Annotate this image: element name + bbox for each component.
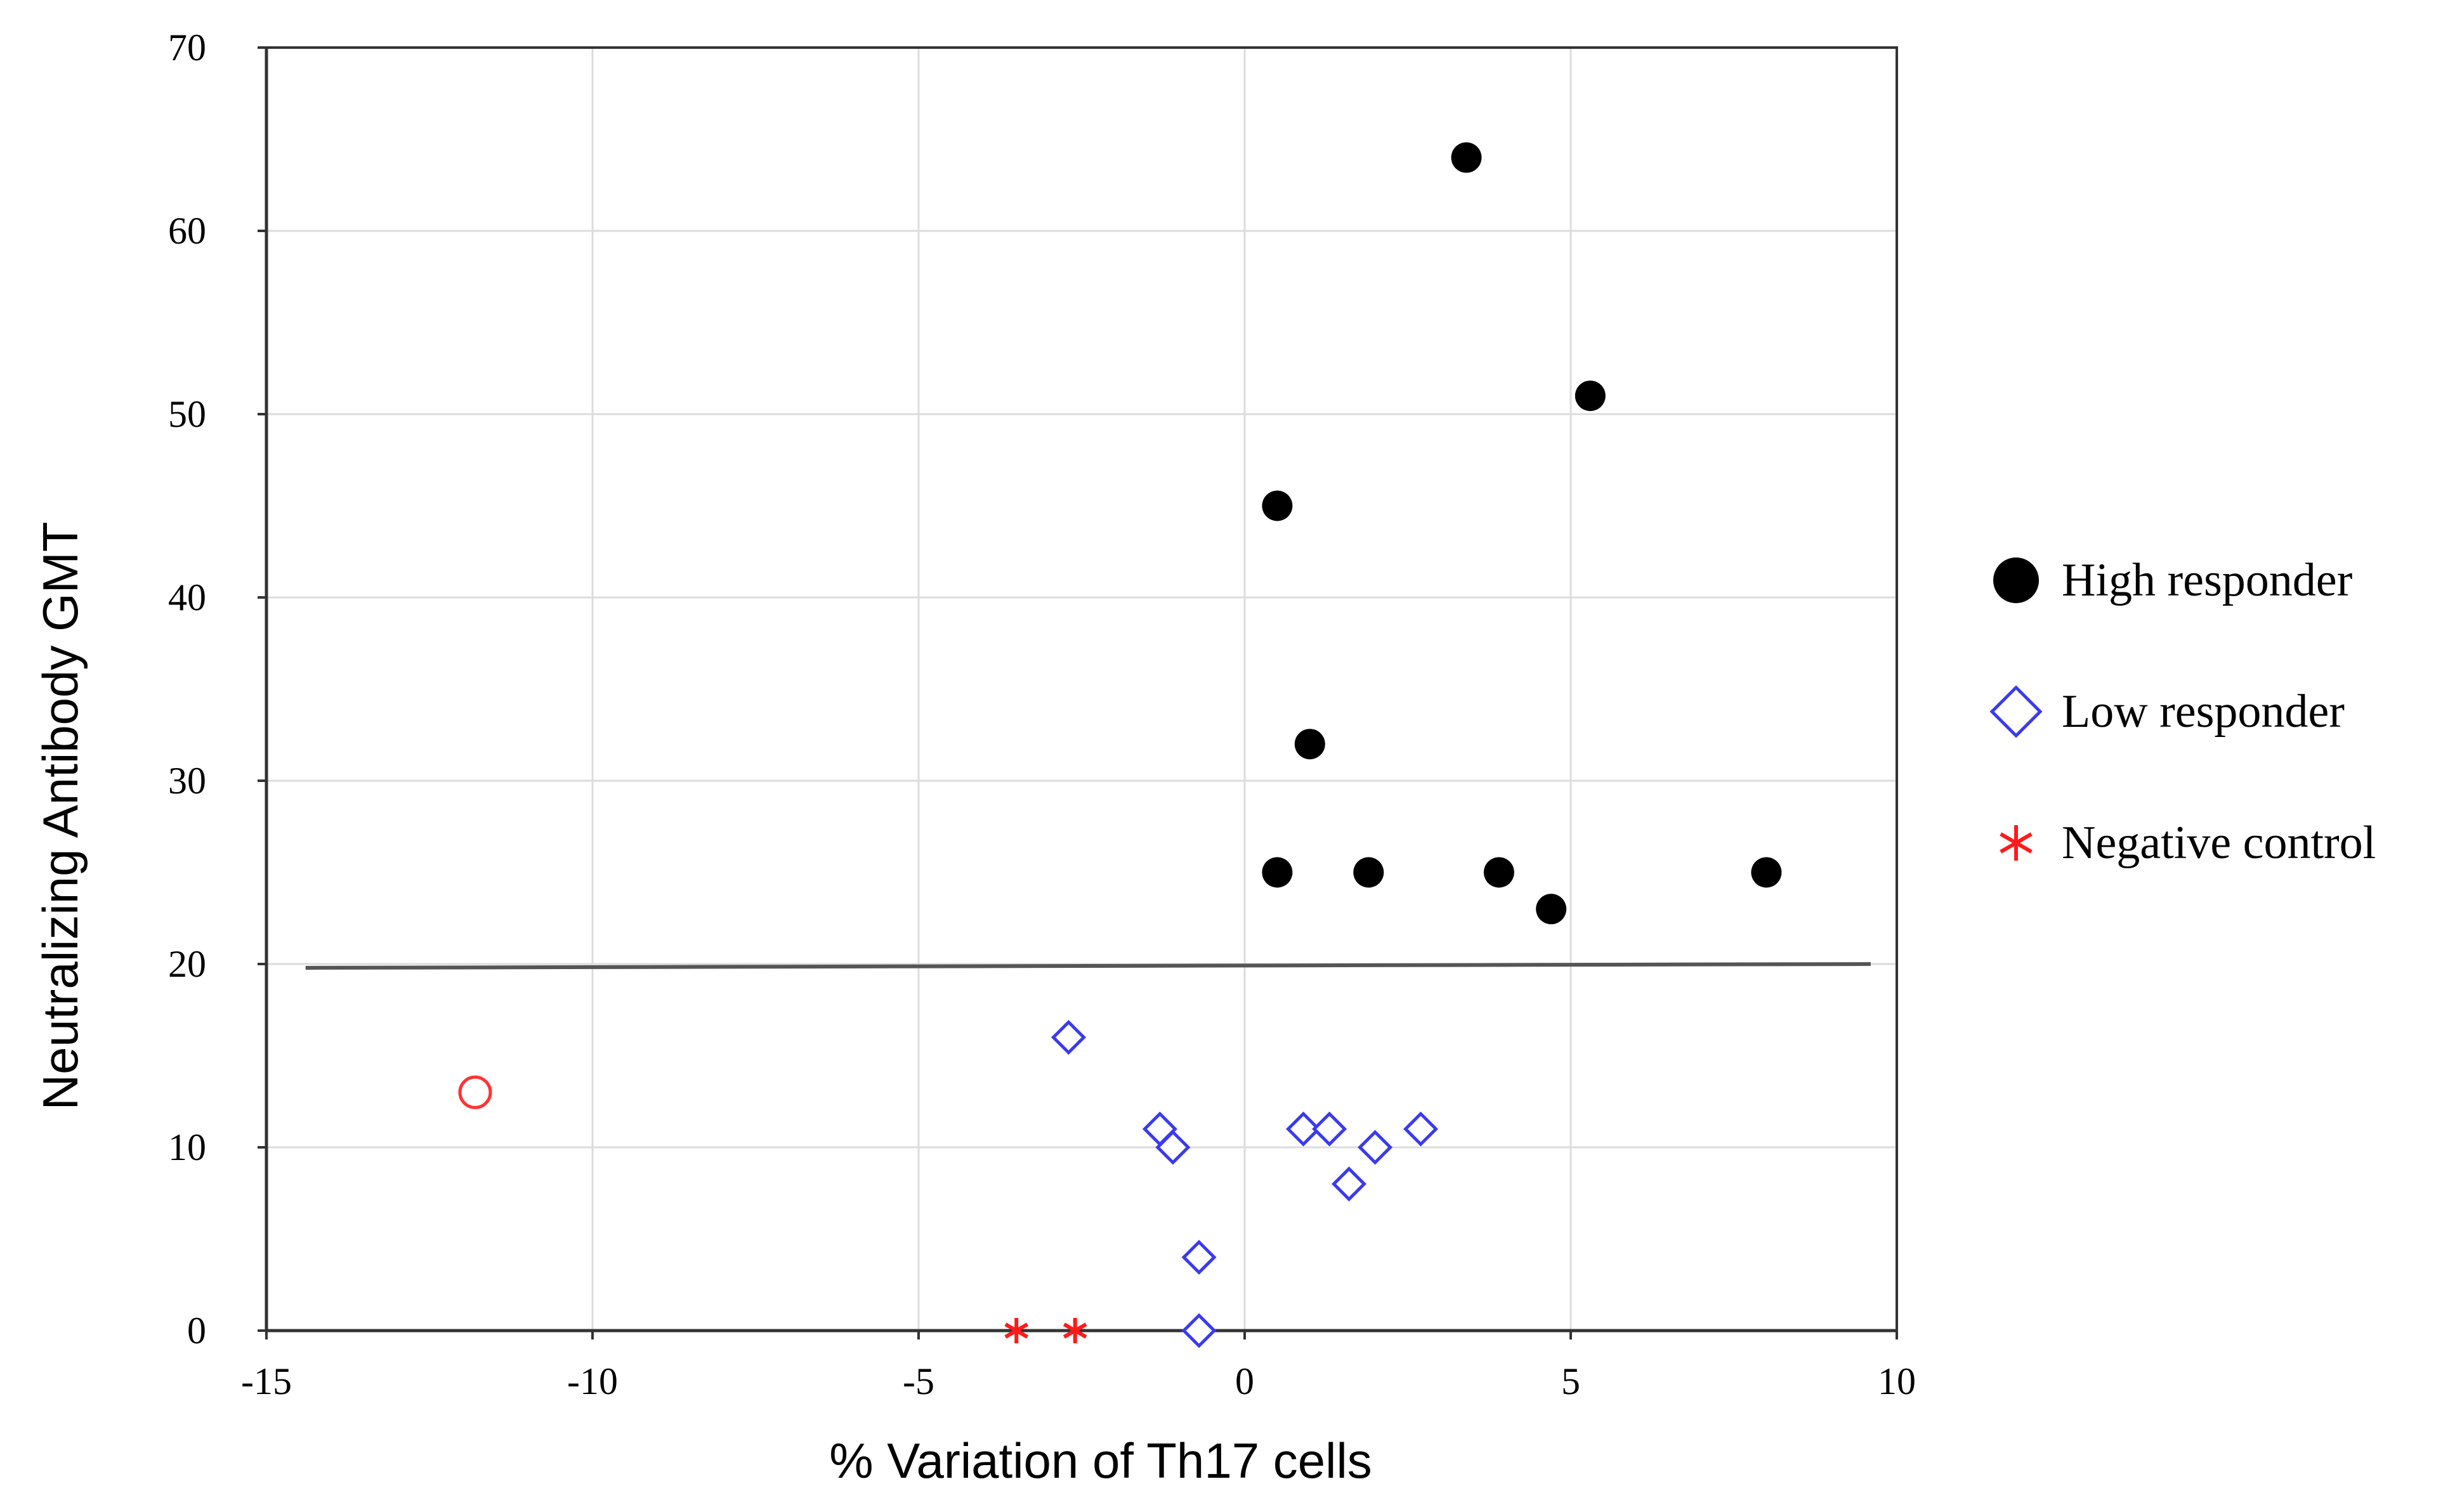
legend-marker-low-responder: [1989, 685, 2043, 738]
legend: High responder Low responder Negative cont…: [1989, 554, 2376, 869]
low-responder-point: [1285, 1111, 1321, 1147]
y-tick-label: 60: [168, 210, 206, 252]
legend-label: Negative control: [2062, 817, 2376, 869]
low-responder-point: [1312, 1111, 1347, 1147]
x-tick-labels: -15 -10 -5 0 5 10: [241, 1360, 1916, 1402]
high-responder-point: [1483, 857, 1514, 888]
x-tick-label: 5: [1561, 1360, 1580, 1402]
x-tick-label: -10: [567, 1360, 618, 1402]
y-tick-label: 40: [168, 577, 206, 618]
outlier-point: [458, 1075, 492, 1109]
legend-marker-high-responder: [1993, 557, 2039, 603]
y-tick-label: 20: [168, 943, 206, 985]
low-responder-point: [1051, 1020, 1086, 1055]
y-axis-title: Neutralizing Antibody GMT: [32, 522, 88, 1111]
high-responder-point: [1353, 857, 1384, 888]
threshold-line: [305, 962, 1871, 970]
high-responder-point: [1536, 894, 1567, 925]
x-axis-title: % Variation of Th17 cells: [829, 1433, 1372, 1489]
axes: [258, 46, 1898, 1339]
grid: [266, 48, 1897, 1331]
legend-marker-negative-control: [2000, 825, 2033, 861]
x-tick-label: 10: [1878, 1360, 1916, 1402]
y-tick-label: 0: [187, 1310, 206, 1352]
y-tick-label: 70: [168, 27, 206, 68]
asterisk-stroke: [2000, 832, 2033, 854]
negative-control-point: [1004, 1318, 1029, 1343]
y-tick-label: 10: [168, 1126, 206, 1168]
low-responder-point: [1331, 1166, 1367, 1202]
low-responder-point: [1155, 1130, 1191, 1165]
plot-frame: [265, 46, 1898, 1332]
y-tick-label: 30: [168, 760, 206, 802]
high-responder-point: [1451, 142, 1482, 173]
y-tick-labels: 0 10 20 30 40 50 60 70: [168, 27, 206, 1352]
legend-label: High responder: [2062, 554, 2352, 606]
x-tick-label: -15: [241, 1360, 292, 1402]
y-tick-label: 50: [168, 393, 206, 435]
low-responder-point: [1358, 1130, 1393, 1165]
asterisk-stroke: [1004, 1322, 1029, 1339]
high-responder-point: [1751, 857, 1782, 888]
low-responder-point: [1181, 1313, 1217, 1348]
asterisk-stroke: [1063, 1322, 1087, 1339]
high-responder-point: [1262, 490, 1293, 521]
negative-control-point: [1063, 1318, 1087, 1343]
low-responder-point: [1181, 1239, 1217, 1275]
legend-label: Low responder: [2062, 686, 2345, 738]
high-responder-point: [1262, 857, 1293, 888]
x-tick-label: 0: [1235, 1360, 1254, 1402]
low-responder-point: [1403, 1111, 1439, 1147]
data-points: [458, 142, 1782, 1348]
high-responder-point: [1294, 729, 1325, 760]
high-responder-point: [1575, 381, 1606, 412]
x-tick-label: -5: [903, 1360, 934, 1402]
